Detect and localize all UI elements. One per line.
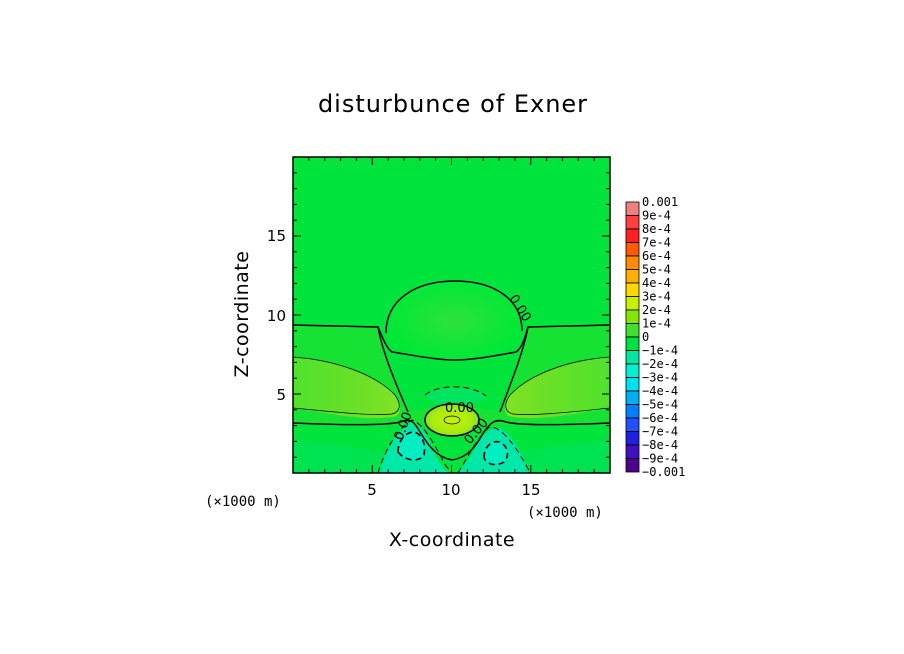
dashed-contours-thick xyxy=(397,431,509,466)
colorbar-label: −6e-4 xyxy=(642,411,678,425)
colorbar-swatch xyxy=(625,363,640,378)
dashed-contours xyxy=(377,386,531,473)
colorbar-label: −2e-4 xyxy=(642,357,678,371)
colorbar: 0.0019e-48e-47e-46e-45e-44e-43e-42e-41e-… xyxy=(625,195,685,479)
thin-contours xyxy=(293,356,610,425)
zero-contour-lower xyxy=(293,419,610,461)
axis-ticks xyxy=(293,157,610,473)
right-lobe-region xyxy=(504,357,610,419)
x-tick-label: 15 xyxy=(521,481,540,499)
colorbar-swatch xyxy=(625,390,640,405)
lobe-bridge-left xyxy=(377,326,409,413)
negative-left-inner xyxy=(397,431,426,461)
colorbar-label: −9e-4 xyxy=(642,452,678,466)
colorbar-label: −3e-4 xyxy=(642,371,678,385)
y-unit-label: (×1000 m) xyxy=(205,494,281,510)
x-tick-label: 5 xyxy=(367,481,377,499)
right-lobe-contour xyxy=(505,356,610,415)
colorbar-swatch xyxy=(625,255,640,270)
lobe-bridge-right xyxy=(499,326,529,413)
negative-cap xyxy=(425,387,486,406)
colorbar-swatch xyxy=(625,296,640,311)
colorbar-label: 9e-4 xyxy=(642,209,671,223)
x-tick-label: 10 xyxy=(441,481,460,499)
colorbar-swatch xyxy=(625,350,640,365)
negative-right-inner xyxy=(483,440,509,466)
y-tick-label: 5 xyxy=(276,386,286,404)
negative-core-right xyxy=(484,441,508,465)
colorbar-label: 1e-4 xyxy=(642,317,671,331)
colorbar-label: 4e-4 xyxy=(642,276,671,290)
colorbar-swatch xyxy=(625,431,640,446)
y-tick-label: 15 xyxy=(267,227,286,245)
colorbar-label: 0.001 xyxy=(642,195,678,209)
colorbar-swatch xyxy=(625,377,640,392)
colorbar-swatch xyxy=(625,323,640,338)
plot-field xyxy=(293,157,610,473)
colorbar-swatch xyxy=(625,215,640,230)
x-axis-label: X-coordinate xyxy=(389,529,515,551)
y-tick-label: 10 xyxy=(267,307,286,325)
chart-title: disturbunce of Exner xyxy=(318,90,588,118)
lower-field xyxy=(293,440,400,473)
colorbar-swatch xyxy=(625,269,640,284)
core-contour xyxy=(424,403,480,437)
colorbar-label: 5e-4 xyxy=(642,263,671,277)
lower-field-right xyxy=(505,440,610,473)
colorbar-label: −0.001 xyxy=(642,465,685,479)
contour-label: 0.00 xyxy=(445,401,474,416)
colorbar-label: −1e-4 xyxy=(642,344,678,358)
colorbar-label: −4e-4 xyxy=(642,384,678,398)
colorbar-swatch xyxy=(625,444,640,459)
y-axis-label: Z-coordinate xyxy=(231,251,253,378)
colorbar-label: 3e-4 xyxy=(642,290,671,304)
negative-cap-contour xyxy=(424,386,487,397)
zero-contour-upper xyxy=(293,324,610,361)
negative-core-left xyxy=(398,432,425,460)
colorbar-label: 2e-4 xyxy=(642,303,671,317)
colorbar-swatch xyxy=(625,458,640,473)
colorbar-label: 6e-4 xyxy=(642,249,671,263)
colorbar-swatch xyxy=(625,417,640,432)
colorbar-swatch xyxy=(625,228,640,243)
colorbar-swatch xyxy=(625,242,640,257)
colorbar-label: 0 xyxy=(642,330,649,344)
colorbar-label: −5e-4 xyxy=(642,398,678,412)
contour-lines xyxy=(293,280,610,461)
colorbar-swatch xyxy=(625,282,640,297)
upper-dome-region xyxy=(386,281,522,360)
colorbar-label: 7e-4 xyxy=(642,236,671,250)
colorbar-swatch xyxy=(625,336,640,351)
core-inner-contour xyxy=(443,415,461,425)
upper-dome-contour xyxy=(385,280,523,334)
negative-right-outer xyxy=(457,426,531,473)
colorbar-label: −8e-4 xyxy=(642,438,678,452)
colorbar-swatch xyxy=(625,404,640,419)
left-lobe-contour xyxy=(293,356,400,415)
x-unit-label: (×1000 m) xyxy=(527,505,603,521)
colorbar-label: 8e-4 xyxy=(642,222,671,236)
negative-left-outer xyxy=(377,419,453,473)
left-lobe-region xyxy=(293,357,401,419)
colorbar-swatch xyxy=(625,201,640,216)
core-maximum-region xyxy=(424,403,480,437)
colorbar-label: −7e-4 xyxy=(642,425,678,439)
colorbar-swatch xyxy=(625,309,640,324)
